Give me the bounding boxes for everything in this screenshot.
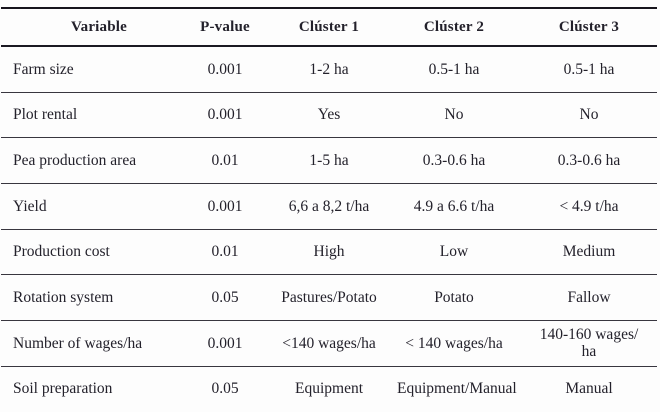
cell-variable: Soil preparation bbox=[13, 380, 113, 398]
cell-cluster-3: Manual bbox=[565, 380, 613, 398]
cell-cluster-2: Potato bbox=[387, 274, 521, 322]
cell-cluster-1: 1-5 ha bbox=[271, 137, 387, 185]
table-row: Production cost 0.01 High Low Medium bbox=[1, 229, 657, 276]
cell-cluster-3: Medium bbox=[521, 229, 657, 276]
cell-variable: Rotation system bbox=[1, 274, 179, 322]
header-row: Variable P-value Clúster 1 Clúster 2 Clú… bbox=[1, 8, 657, 47]
cell-cluster-2: < 140 wages/ha bbox=[387, 320, 521, 367]
cell-p-value: 0.001 bbox=[179, 183, 271, 230]
column-header-cluster-2: Clúster 2 bbox=[387, 8, 521, 47]
cell-variable: Number of wages/ha bbox=[1, 320, 179, 367]
cell-cluster-3: Fallow bbox=[521, 274, 657, 322]
cell-cluster-3: < 4.9 t/ha bbox=[521, 183, 657, 230]
column-header-variable: Variable bbox=[1, 8, 179, 47]
cell-cluster-1: Equipment bbox=[294, 380, 364, 398]
cell-cluster-1: Pastures/Potato bbox=[271, 274, 387, 322]
cell-cluster-1: 1-2 ha bbox=[271, 46, 387, 93]
cell-p-value: 0.001 bbox=[179, 320, 271, 367]
cell-variable: Farm size bbox=[1, 46, 179, 93]
cell-variable: Production cost bbox=[1, 229, 179, 276]
cell-p-value: 0.05 bbox=[179, 274, 271, 322]
cell-cluster-1: 6,6 a 8,2 t/ha bbox=[271, 183, 387, 230]
cell-cluster-3: No bbox=[521, 92, 657, 139]
table-row: Farm size 0.001 1-2 ha 0.5-1 ha 0.5-1 ha bbox=[1, 46, 657, 93]
cell-cluster-3: 0.3-0.6 ha bbox=[521, 137, 657, 185]
cell-variable: Pea production area bbox=[1, 137, 179, 185]
cluster-comparison-table: Variable P-value Clúster 1 Clúster 2 Clú… bbox=[1, 7, 657, 412]
column-header-cluster-3: Clúster 3 bbox=[521, 8, 657, 47]
cell-cluster-3: 0.5-1 ha bbox=[521, 46, 657, 93]
column-header-p-value: P-value bbox=[179, 8, 271, 47]
table-body: Farm size 0.001 1-2 ha 0.5-1 ha 0.5-1 ha… bbox=[1, 46, 657, 412]
table-row: Soil preparation 0.05 Equipment Equipmen… bbox=[1, 366, 657, 412]
table-header: Variable P-value Clúster 1 Clúster 2 Clú… bbox=[1, 8, 657, 47]
cell-cluster-3: 140-160 wages/ ha bbox=[521, 320, 657, 367]
cell-cluster-1: Yes bbox=[271, 92, 387, 139]
cell-p-value: 0.01 bbox=[179, 137, 271, 185]
cell-variable: Yield bbox=[1, 183, 179, 230]
cell-p-value: 0.01 bbox=[179, 229, 271, 276]
table-row: Number of wages/ha 0.001 <140 wages/ha <… bbox=[1, 320, 657, 367]
cell-variable: Plot rental bbox=[1, 92, 179, 139]
column-header-cluster-1: Clúster 1 bbox=[271, 8, 387, 47]
cell-cluster-1: <140 wages/ha bbox=[271, 320, 387, 367]
cell-cluster-2: 0.3-0.6 ha bbox=[387, 137, 521, 185]
cell-p-value: 0.05 bbox=[211, 380, 239, 398]
cell-cluster-2: Low bbox=[387, 229, 521, 276]
cell-p-value: 0.001 bbox=[179, 46, 271, 93]
table-row: Rotation system 0.05 Pastures/Potato Pot… bbox=[1, 274, 657, 322]
cell-p-value: 0.001 bbox=[179, 92, 271, 139]
table-row: Yield 0.001 6,6 a 8,2 t/ha 4.9 a 6.6 t/h… bbox=[1, 183, 657, 230]
cell-cluster-2: No bbox=[387, 92, 521, 139]
cell-cluster-2: Equipment/Manual bbox=[397, 380, 517, 398]
cell-cluster-2: 4.9 a 6.6 t/ha bbox=[387, 183, 521, 230]
table-row: Plot rental 0.001 Yes No No bbox=[1, 92, 657, 139]
cell-cluster-1: High bbox=[271, 229, 387, 276]
table-row: Pea production area 0.01 1-5 ha 0.3-0.6 … bbox=[1, 137, 657, 185]
cell-cluster-2: 0.5-1 ha bbox=[387, 46, 521, 93]
